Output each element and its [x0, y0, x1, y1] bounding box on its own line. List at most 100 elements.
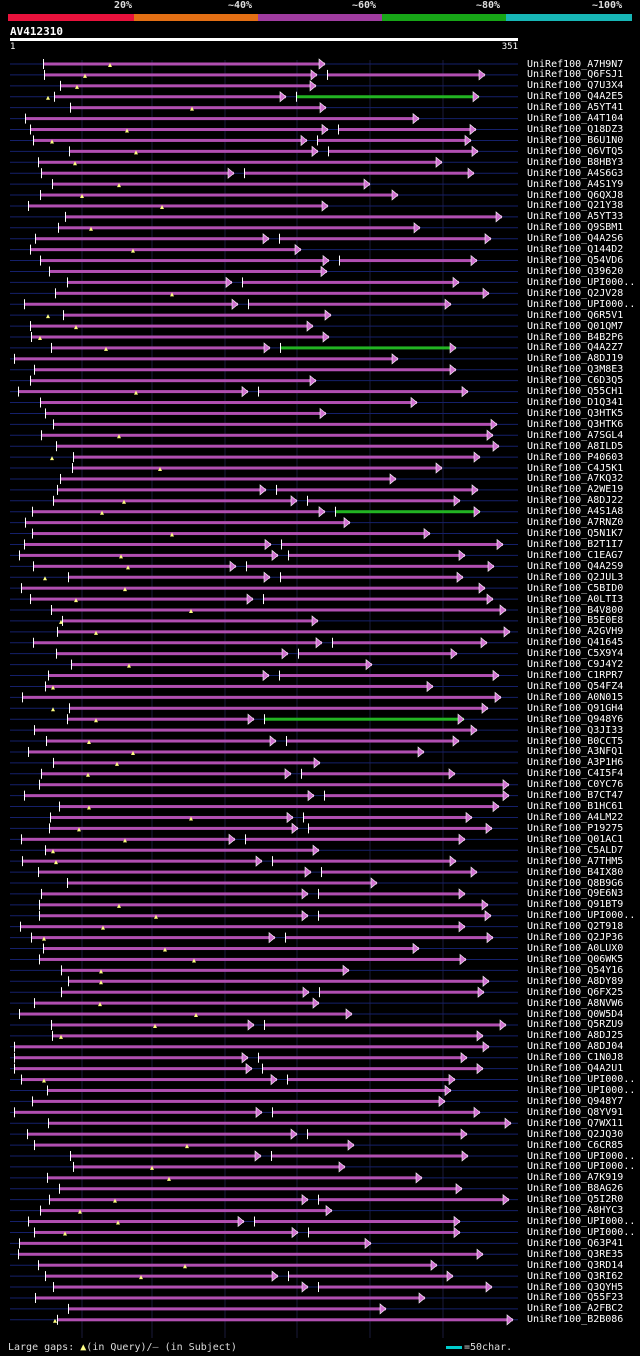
- hit-label[interactable]: UniRef100_Q54VD6: [527, 255, 624, 267]
- hit-label[interactable]: UniRef100_A8DJ22: [527, 495, 624, 507]
- hit-label[interactable]: UniRef100_UPI000..: [527, 1226, 636, 1238]
- hit-label[interactable]: UniRef100_Q2T918: [527, 921, 624, 933]
- hit-label[interactable]: UniRef100_C0YC76: [527, 779, 624, 791]
- hit-label[interactable]: UniRef100_B4IX80: [527, 866, 624, 878]
- hit-label[interactable]: UniRef100_Q6FX25: [527, 986, 624, 998]
- hit-label[interactable]: UniRef100_Q18DZ3: [527, 124, 624, 136]
- hit-label[interactable]: UniRef100_Q6FSJ1: [527, 69, 624, 81]
- hit-label[interactable]: UniRef100_Q9E6N3: [527, 888, 624, 900]
- hit-label[interactable]: UniRef100_A0N015: [527, 691, 624, 703]
- hit-label[interactable]: UniRef100_A0LTI3: [527, 593, 624, 605]
- hit-label[interactable]: UniRef100_Q2JV28: [527, 287, 624, 299]
- hit-label[interactable]: UniRef100_B1HC61: [527, 801, 624, 813]
- hit-label[interactable]: UniRef100_Q41645: [527, 637, 624, 649]
- hit-label[interactable]: UniRef100_Q4A2S9: [527, 560, 624, 572]
- hit-label[interactable]: UniRef100_UPI000..: [527, 298, 636, 310]
- hit-label[interactable]: UniRef100_UPI000..: [527, 276, 636, 288]
- hit-label[interactable]: UniRef100_Q3RI62: [527, 1270, 624, 1282]
- hit-label[interactable]: UniRef100_Q4A2U1: [527, 1063, 624, 1075]
- hit-label[interactable]: UniRef100_Q06WK5: [527, 953, 624, 965]
- hit-label[interactable]: UniRef100_Q948Y7: [527, 1095, 624, 1107]
- hit-label[interactable]: UniRef100_A4LM22: [527, 811, 624, 823]
- hit-label[interactable]: UniRef100_B4B2P6: [527, 331, 624, 343]
- hit-label[interactable]: UniRef100_Q9SBM1: [527, 222, 624, 234]
- hit-label[interactable]: UniRef100_Q54FZ4: [527, 680, 624, 692]
- hit-label[interactable]: UniRef100_Q4A2S6: [527, 233, 624, 245]
- hit-label[interactable]: UniRef100_C5X9Y4: [527, 648, 624, 660]
- hit-label[interactable]: UniRef100_UPI000..: [527, 1161, 636, 1173]
- hit-label[interactable]: UniRef100_A4S1Y9: [527, 178, 624, 190]
- hit-label[interactable]: UniRef100_A4T104: [527, 113, 624, 125]
- hit-label[interactable]: UniRef100_B2T1I7: [527, 538, 624, 550]
- hit-label[interactable]: UniRef100_A0LUX0: [527, 943, 624, 955]
- hit-label[interactable]: UniRef100_A5YT41: [527, 102, 624, 114]
- hit-label[interactable]: UniRef100_Q7U3X4: [527, 80, 624, 92]
- hit-label[interactable]: UniRef100_B2B086: [527, 1314, 624, 1326]
- hit-label[interactable]: UniRef100_B7CT47: [527, 790, 624, 802]
- hit-label[interactable]: UniRef100_Q3QYH5: [527, 1281, 624, 1293]
- hit-label[interactable]: UniRef100_C4J5K1: [527, 462, 624, 474]
- hit-label[interactable]: UniRef100_Q6QXJ8: [527, 189, 624, 201]
- hit-label[interactable]: UniRef100_Q2JUL3: [527, 571, 624, 583]
- hit-label[interactable]: UniRef100_A7SGL4: [527, 429, 624, 441]
- hit-label[interactable]: UniRef100_Q3M8E3: [527, 364, 624, 376]
- hit-label[interactable]: UniRef100_A2GVH9: [527, 626, 624, 638]
- hit-label[interactable]: UniRef100_Q3JI33: [527, 724, 624, 736]
- hit-label[interactable]: UniRef100_A8ILD5: [527, 440, 624, 452]
- hit-label[interactable]: UniRef100_Q91GH4: [527, 702, 624, 714]
- hit-label[interactable]: UniRef100_Q91BT9: [527, 899, 624, 911]
- hit-label[interactable]: UniRef100_A5YT33: [527, 211, 624, 223]
- hit-label[interactable]: UniRef100_B6U1N0: [527, 134, 624, 146]
- hit-label[interactable]: UniRef100_A4S1A8: [527, 506, 624, 518]
- hit-label[interactable]: UniRef100_Q0W5D4: [527, 1008, 624, 1020]
- hit-label[interactable]: UniRef100_C6CR85: [527, 1139, 624, 1151]
- hit-label[interactable]: UniRef100_B5E0E8: [527, 615, 624, 627]
- hit-label[interactable]: UniRef100_UPI000..: [527, 910, 636, 922]
- hit-label[interactable]: UniRef100_Q3HTK6: [527, 418, 624, 430]
- hit-label[interactable]: UniRef100_C6D3Q5: [527, 375, 624, 387]
- hit-label[interactable]: UniRef100_Q3RD14: [527, 1259, 624, 1271]
- hit-label[interactable]: UniRef100_A8DJ19: [527, 353, 624, 365]
- hit-label[interactable]: UniRef100_Q54Y16: [527, 964, 624, 976]
- hit-label[interactable]: UniRef100_Q6VTQ5: [527, 145, 624, 157]
- hit-label[interactable]: UniRef100_A8HYC3: [527, 1205, 624, 1217]
- hit-label[interactable]: UniRef100_Q948Y6: [527, 713, 624, 725]
- hit-label[interactable]: UniRef100_C1RPR7: [527, 670, 624, 682]
- hit-label[interactable]: UniRef100_Q8YV91: [527, 1106, 624, 1118]
- hit-label[interactable]: UniRef100_Q8B9G6: [527, 877, 624, 889]
- hit-label[interactable]: UniRef100_A8DJ25: [527, 1030, 624, 1042]
- hit-label[interactable]: UniRef100_A8DY89: [527, 975, 624, 987]
- hit-label[interactable]: UniRef100_A7H9N7: [527, 58, 624, 70]
- hit-label[interactable]: UniRef100_C4I5F4: [527, 768, 624, 780]
- hit-label[interactable]: UniRef100_Q4A2Z7: [527, 342, 624, 354]
- hit-label[interactable]: UniRef100_C9J4Y2: [527, 659, 624, 671]
- hit-label[interactable]: UniRef100_Q3HTK5: [527, 407, 624, 419]
- hit-label[interactable]: UniRef100_Q2JQ30: [527, 1128, 624, 1140]
- hit-label[interactable]: UniRef100_Q144D2: [527, 244, 624, 256]
- hit-label[interactable]: UniRef100_Q5I2R0: [527, 1194, 624, 1206]
- hit-label[interactable]: UniRef100_Q55CH1: [527, 386, 624, 398]
- hit-label[interactable]: UniRef100_Q01QM7: [527, 320, 624, 332]
- hit-label[interactable]: UniRef100_A4S6G3: [527, 167, 624, 179]
- hit-label[interactable]: UniRef100_A2FBC2: [527, 1303, 624, 1315]
- hit-label[interactable]: UniRef100_P19275: [527, 822, 624, 834]
- hit-label[interactable]: UniRef100_A7THM5: [527, 855, 624, 867]
- hit-label[interactable]: UniRef100_B8HBY3: [527, 156, 624, 168]
- hit-label[interactable]: UniRef100_UPI000..: [527, 1084, 636, 1096]
- hit-label[interactable]: UniRef100_C1EAG7: [527, 549, 624, 561]
- hit-label[interactable]: UniRef100_Q55F23: [527, 1292, 624, 1304]
- hit-label[interactable]: UniRef100_A2WE19: [527, 484, 624, 496]
- hit-label[interactable]: UniRef100_Q4A2E5: [527, 91, 624, 103]
- hit-label[interactable]: UniRef100_Q5N1K7: [527, 528, 624, 540]
- hit-label[interactable]: UniRef100_C5BID0: [527, 582, 624, 594]
- hit-label[interactable]: UniRef100_Q63P41: [527, 1237, 624, 1249]
- hit-label[interactable]: UniRef100_A7RNZ0: [527, 517, 624, 529]
- hit-label[interactable]: UniRef100_D1Q341: [527, 397, 624, 409]
- hit-label[interactable]: UniRef100_Q5RZU9: [527, 1019, 624, 1031]
- hit-label[interactable]: UniRef100_Q6R5V1: [527, 309, 624, 321]
- hit-label[interactable]: UniRef100_A8NVW6: [527, 997, 624, 1009]
- hit-label[interactable]: UniRef100_A3P1H6: [527, 757, 624, 769]
- hit-label[interactable]: UniRef100_Q3RE35: [527, 1248, 624, 1260]
- hit-label[interactable]: UniRef100_Q7WX11: [527, 1117, 624, 1129]
- hit-label[interactable]: UniRef100_A8DJ04: [527, 1041, 624, 1053]
